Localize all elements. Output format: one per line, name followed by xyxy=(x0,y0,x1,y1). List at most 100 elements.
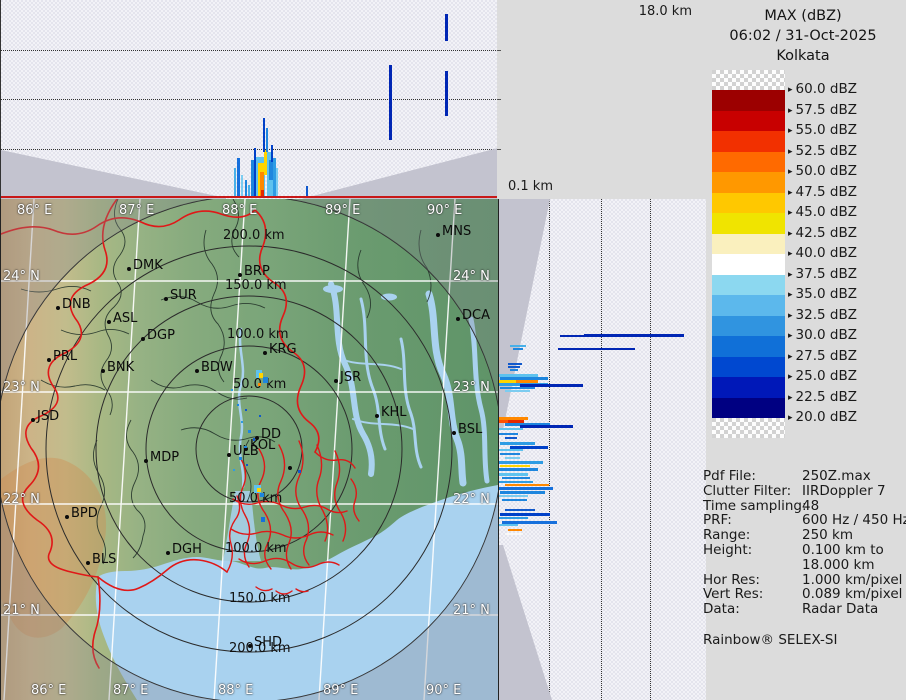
meridian-label: 86° E xyxy=(17,203,53,218)
metadata-row: Pdf File: 250Z.max xyxy=(703,469,903,484)
metadata-value: 0.089 km/pixel xyxy=(802,586,903,603)
right-profile-echo-bar xyxy=(498,481,533,483)
station-dot-icon xyxy=(244,447,248,451)
station-label: JSD xyxy=(37,409,60,424)
product-title-block: MAX (dBZ) 06:02 / 31-Oct-2025 Kolkata xyxy=(700,6,906,66)
top-profile-echo-bar xyxy=(241,175,243,197)
range-ring-label: 150.0 km xyxy=(229,591,291,606)
right-profile-echo-bar xyxy=(498,468,538,471)
top-profile-echo-bar xyxy=(264,150,268,175)
scale-tick-arrow-icon: ▸ xyxy=(788,290,793,300)
height-axis-max-label: 18.0 km xyxy=(638,4,692,19)
metadata-row: Range: 250 km xyxy=(703,528,903,543)
map-echo-blob xyxy=(257,488,261,492)
scale-color-band xyxy=(712,151,785,172)
top-profile-echoes xyxy=(1,0,498,199)
scale-tick-label: ▸ 40.0 dBZ xyxy=(788,245,857,261)
scale-color-band xyxy=(712,172,785,193)
right-profile-echo-bar xyxy=(502,521,557,524)
metadata-row: Vert Res: 0.089 km/pixel xyxy=(703,587,903,602)
product-metadata-block: Pdf File: 250Z.max Clutter Filter: IIRDoppl… xyxy=(703,469,906,648)
scale-color-band xyxy=(712,213,785,234)
scale-tick-label: ▸ 35.0 dBZ xyxy=(788,286,857,302)
right-profile-echo-bar xyxy=(510,446,548,449)
right-profile-echo-bar xyxy=(505,390,530,392)
scale-tick-arrow-icon: ▸ xyxy=(788,167,793,177)
scale-color-band xyxy=(712,254,785,275)
metadata-value: 48 xyxy=(802,497,820,514)
right-profile-echo-bar xyxy=(558,348,635,350)
top-profile-echo-bar xyxy=(445,71,448,116)
metadata-row: Clutter Filter: IIRDoppler 7 xyxy=(703,483,903,499)
scale-tick-label: ▸ 37.5 dBZ xyxy=(788,265,857,282)
map-echo-blob xyxy=(248,430,251,433)
station-dot-icon xyxy=(56,306,60,310)
parallel-label: 22° N xyxy=(453,492,490,507)
meridian-label: 89° E xyxy=(325,203,361,218)
top-profile-echo-bar xyxy=(234,168,236,197)
meridian-label: 86° E xyxy=(31,683,67,698)
map-echo-blob xyxy=(245,409,247,411)
right-profile-echo-bar xyxy=(516,380,538,383)
height-axis-tick xyxy=(497,50,501,51)
station-label: KRG xyxy=(269,342,297,357)
station-label: BLS xyxy=(92,552,117,567)
scale-color-band xyxy=(712,377,785,398)
scale-tick-arrow-icon: ▸ xyxy=(788,351,793,362)
station-dot-icon xyxy=(255,436,259,440)
station-label: JSR xyxy=(340,370,362,385)
station-dot-icon xyxy=(195,369,199,373)
metadata-row: PRF: 600 Hz / 450 Hz xyxy=(703,512,906,529)
parallel-label: 21° N xyxy=(3,603,40,618)
right-profile-echo-bar xyxy=(520,425,573,428)
map-echo-blob xyxy=(258,383,261,386)
station-label: SHD xyxy=(254,635,283,650)
meridian-label: 87° E xyxy=(113,683,149,698)
top-profile-echo-bar xyxy=(306,186,308,196)
right-profile-echo-bar xyxy=(500,377,548,380)
meridian-label: 88° E xyxy=(222,203,258,218)
meridian-label: 90° E xyxy=(426,683,462,698)
station-dot-icon xyxy=(227,453,231,457)
scale-tick-arrow-icon: ▸ xyxy=(788,331,793,341)
scale-tick-arrow-icon: ▸ xyxy=(788,372,793,382)
station-dot-icon xyxy=(65,515,69,519)
scale-tick-arrow-icon: ▸ xyxy=(788,228,793,239)
station-label: BSL xyxy=(458,422,483,437)
scale-tick-arrow-icon: ▸ xyxy=(788,413,793,423)
right-profile-echo-bar xyxy=(498,420,508,423)
station-dot-icon xyxy=(86,561,90,565)
right-profile-echo-bar xyxy=(500,465,530,467)
right-profile-echo-bar xyxy=(510,345,526,347)
map-echo-blob xyxy=(233,469,235,471)
scale-tick-arrow-icon: ▸ xyxy=(788,269,793,280)
station-dot-icon xyxy=(436,233,440,237)
right-profile-echo-bar xyxy=(508,529,522,531)
station-label: DMK xyxy=(133,258,163,273)
scale-tick-label: ▸ 52.5 dBZ xyxy=(788,142,857,159)
metadata-value: 600 Hz / 450 Hz xyxy=(802,512,906,529)
right-height-profile-panel xyxy=(497,199,706,700)
metadata-value: Radar Data xyxy=(802,601,879,618)
station-dot-icon xyxy=(456,317,460,321)
right-profile-echo-bar xyxy=(498,461,543,464)
metadata-value: 1.000 km/pixel xyxy=(802,571,903,588)
metadata-row: 18.000 km xyxy=(703,557,903,573)
scale-tick-arrow-icon: ▸ xyxy=(788,392,793,403)
scale-tick-label: ▸ 42.5 dBZ xyxy=(788,224,857,241)
scale-tick-label: ▸ 25.0 dBZ xyxy=(788,368,857,384)
map-echo-blob xyxy=(259,373,263,378)
metadata-label: Time sampling: xyxy=(703,497,807,514)
scale-tick-arrow-icon: ▸ xyxy=(788,85,793,95)
top-profile-gridline xyxy=(1,50,498,51)
right-profile-echo-bar xyxy=(498,428,523,430)
right-profile-echo-bar xyxy=(505,423,550,426)
right-profile-echo-bar xyxy=(498,380,516,383)
map-echo-blob xyxy=(298,470,301,473)
scale-tick-label: ▸ 32.5 dBZ xyxy=(788,306,857,323)
right-profile-echo-bar xyxy=(498,495,528,497)
right-profile-gridline xyxy=(549,199,550,700)
right-profile-echo-bar xyxy=(498,374,538,377)
station-label: DGP xyxy=(147,328,175,343)
radar-map-panel: 86° E 86° E 87° E 87° E 88° E 88° E 89° E 89° E… xyxy=(0,199,499,700)
